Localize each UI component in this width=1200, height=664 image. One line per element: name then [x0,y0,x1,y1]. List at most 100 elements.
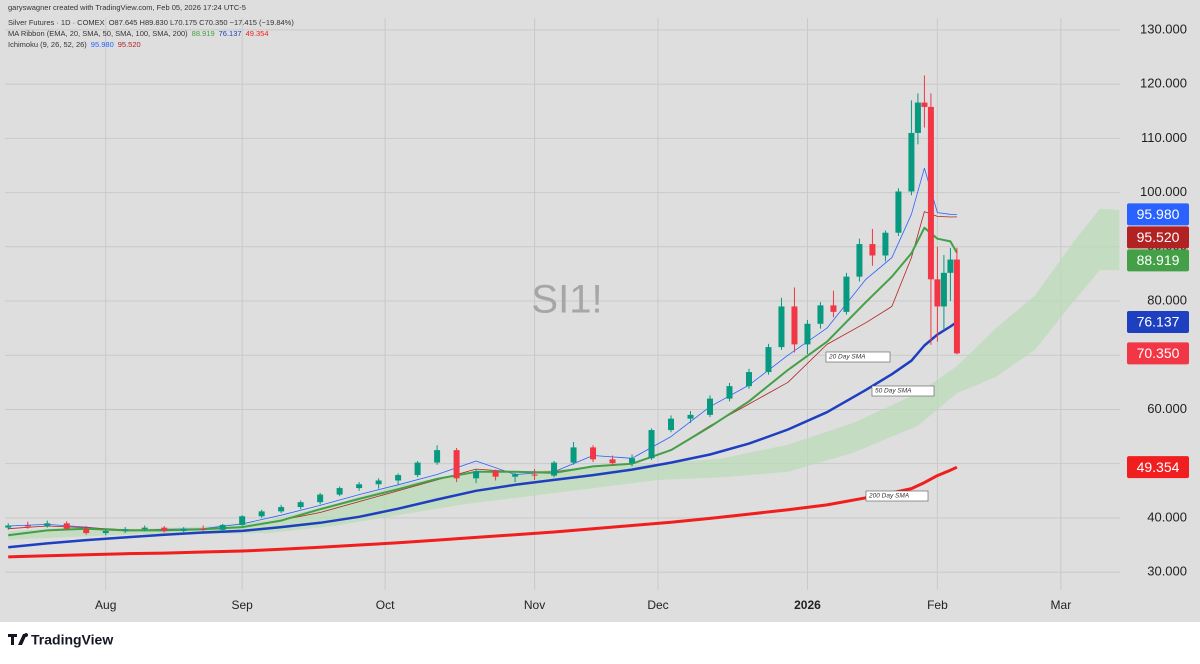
candle-body [219,524,226,530]
indicator-value: 95.520 [118,40,141,49]
candle-body [726,386,733,399]
indicator-value: 49.354 [246,29,269,38]
logo-mark [8,633,29,645]
candle-body [44,523,51,527]
candle-body [24,525,31,527]
candle-body [940,272,947,307]
candle-body [629,458,636,464]
ohlc-legend: O87.645 H89.830 L70.175 C70.350 −17.415 … [109,18,295,27]
header-line: MA Ribbon (EMA, 20, SMA, 50, SMA, 100, S… [8,29,269,38]
price-label: 76.137 [1137,314,1180,330]
candle-body [869,244,876,256]
annotation-box [871,385,935,397]
x-tick-label: Feb [927,598,948,612]
indicator-label: MA Ribbon (EMA, 20, SMA, 50, SMA, 100, S… [8,29,188,38]
candle-body [947,259,954,273]
footer-background [0,622,1200,659]
x-tick-label: Oct [376,598,395,612]
candle-body [531,474,538,476]
candle-body [856,244,863,277]
annotation-text: 20 Day SMA [828,354,866,361]
candle-body [336,488,343,495]
candle-body [258,511,265,517]
y-tick-label: 40.000 [1147,509,1187,524]
candle-body [473,471,480,479]
y-tick-label: 100.000 [1140,184,1187,199]
candle-body [278,507,285,512]
price-label: 88.919 [1137,252,1180,268]
candle-body [908,132,915,192]
candle-body [914,102,921,133]
y-tick-label: 80.000 [1147,292,1187,307]
candle-body [706,398,713,415]
price-label-box [1127,310,1189,333]
candle-body [434,450,441,463]
candle-body [239,516,246,525]
price-label-box [1127,203,1189,226]
annotation-box [865,490,929,502]
y-tick-label: 110.000 [1141,130,1187,145]
price-label: 70.350 [1137,345,1180,361]
candle-body [843,276,850,312]
candle-body [953,259,960,354]
candle-body [512,474,519,477]
candle-body [180,528,187,531]
candle-body [882,232,889,256]
candle-body [830,305,837,312]
brand-name: TradingView [31,632,113,648]
header-line: Silver Futures · 1D · COMEX O87.645 H89.8… [8,18,294,27]
candle-body [668,418,675,431]
annotation-box [825,351,891,363]
price-label: 95.520 [1137,229,1180,245]
credit: garyswagner created with TradingView.com… [8,3,246,12]
candle-body [102,530,109,534]
indicator-label: Ichimoku (9, 26, 52, 26) [8,40,87,49]
candle-body [609,459,616,464]
axes: 30.00040.00050.00060.00070.00080.00090.0… [95,21,1189,612]
x-tick-label: Aug [95,598,116,612]
price-label-box [1127,249,1189,272]
candle-body [161,527,168,531]
candle-body [648,430,655,459]
candle-body [551,462,558,476]
indicator-line [8,320,958,549]
candle-body [5,525,12,528]
candle-body [927,106,934,280]
candle-body [590,447,597,460]
candle-body [895,191,902,233]
x-tick-label: Mar [1051,598,1072,612]
ichimoku-cloud [8,208,1120,540]
candle-body [778,306,785,348]
indicator-value: 95.980 [91,40,114,49]
price-label: 95.980 [1137,206,1180,222]
y-tick-label: 120.000 [1140,76,1187,91]
header-line: Ichimoku (9, 26, 52, 26) 95.980 95.520 [8,40,141,49]
price-label: 49.354 [1137,459,1180,475]
candle-body [453,450,460,479]
candle-body [804,323,811,345]
candle-body [414,462,421,476]
candle-body [63,523,70,529]
candle-body [200,528,207,530]
candle-body [492,471,499,477]
indicator-value: 88.919 [192,29,215,38]
watermark: SI1! [531,278,602,322]
candle-body [83,528,90,534]
y-tick-label: 30.000 [1147,564,1187,579]
x-tick-label: Dec [647,598,668,612]
candle-body [765,347,772,373]
candle-body [297,502,304,508]
annotation-text: 200 Day SMA [868,493,909,500]
y-tick-label: 130.000 [1140,21,1187,36]
candle-body [122,529,129,531]
candle-body [317,494,324,503]
candle-body [921,102,928,107]
plot-area: 20 Day SMA 50 Day SMA 200 Day SMA [5,75,1120,559]
candle-body [356,484,363,489]
candle-body [570,447,577,463]
price-label-box [1127,342,1189,365]
price-label-box [1127,456,1189,479]
candle-body [687,414,694,419]
annotation-text: 50 Day SMA [875,388,912,395]
x-tick-label: 2026 [794,598,821,612]
